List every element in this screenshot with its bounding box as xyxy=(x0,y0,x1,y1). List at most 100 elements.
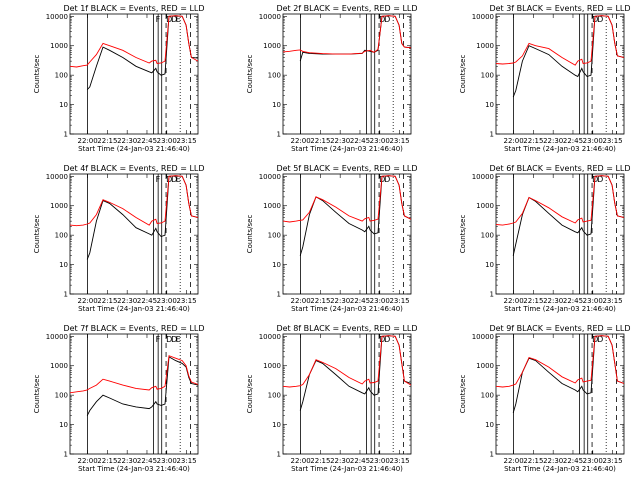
lld-series-line xyxy=(496,335,624,388)
y-tick-label: 1 xyxy=(277,291,281,299)
y-tick-label: 1000 xyxy=(263,42,281,50)
y-tick-label: 10 xyxy=(59,101,68,109)
y-axis-label: Counts/sec xyxy=(33,215,41,254)
y-tick-label: 100 xyxy=(55,392,68,400)
y-axis-label: Counts/sec xyxy=(33,375,41,414)
y-tick-label: 100 xyxy=(481,392,494,400)
x-tick-label: 22:00 xyxy=(290,457,310,465)
x-tick-label: 23:15 xyxy=(176,297,196,305)
interval-annotation: F xyxy=(156,15,161,24)
y-tick-label: 1000 xyxy=(50,202,68,210)
x-tick-label: 22:45 xyxy=(563,457,583,465)
y-tick-label: 10000 xyxy=(472,173,494,181)
panel-title: Det 5f BLACK = Events, RED = LLD xyxy=(276,164,417,173)
x-tick-label: 23:15 xyxy=(389,297,409,305)
y-tick-label: 10 xyxy=(485,101,494,109)
x-tick-label: 23:00 xyxy=(370,297,390,305)
interval-annotation: D xyxy=(166,15,172,24)
plot-frame xyxy=(69,13,199,135)
interval-annotation: D xyxy=(592,335,598,344)
x-tick-label: 22:30 xyxy=(330,297,350,305)
interval-annotation: D xyxy=(592,175,598,184)
y-tick-label: 1 xyxy=(64,131,68,139)
y-tick-label: 10 xyxy=(59,421,68,429)
y-tick-label: 100 xyxy=(268,232,281,240)
y-tick-label: 1 xyxy=(277,131,281,139)
x-tick-label: 22:15 xyxy=(97,137,117,145)
x-axis-label: Start Time (24-Jan-03 21:46:40) xyxy=(78,145,190,153)
events-series-line xyxy=(86,356,198,416)
y-tick-label: 100 xyxy=(55,232,68,240)
x-tick-label: 22:15 xyxy=(523,457,543,465)
interval-annotation: D xyxy=(597,335,603,344)
interval-annotation: D xyxy=(597,175,603,184)
panel-title: Det 2f BLACK = Events, RED = LLD xyxy=(276,4,417,13)
x-tick-label: 22:15 xyxy=(310,457,330,465)
x-tick-label: 22:30 xyxy=(117,457,137,465)
x-tick-label: 22:30 xyxy=(330,457,350,465)
x-tick-label: 22:00 xyxy=(290,137,310,145)
y-tick-label: 100 xyxy=(268,72,281,80)
y-tick-label: 100 xyxy=(55,72,68,80)
x-tick-label: 23:00 xyxy=(583,457,603,465)
plot-frame xyxy=(495,13,625,135)
y-tick-label: 10 xyxy=(485,261,494,269)
panel-title: Det 3f BLACK = Events, RED = LLD xyxy=(489,4,630,13)
x-axis-label: Start Time (24-Jan-03 21:46:40) xyxy=(78,465,190,473)
y-tick-label: 1000 xyxy=(476,362,494,370)
y-axis-label: Counts/sec xyxy=(459,215,467,254)
y-tick-label: 1000 xyxy=(263,202,281,210)
detector-panel-9: Det 9f BLACK = Events, RED = LLD 1 10 100 10… xyxy=(459,324,631,473)
x-tick-label: 22:30 xyxy=(543,457,563,465)
interval-annotation: D xyxy=(171,15,177,24)
y-axis-label: Counts/sec xyxy=(246,55,254,94)
lld-series-line xyxy=(70,355,198,394)
detector-panel-2: Det 2f BLACK = Events, RED = LLD 1 10 100 10… xyxy=(246,4,418,153)
y-tick-label: 10 xyxy=(59,261,68,269)
y-tick-label: 1 xyxy=(64,291,68,299)
interval-annotation: D xyxy=(171,175,177,184)
y-tick-label: 10000 xyxy=(46,173,68,181)
x-tick-label: 22:45 xyxy=(350,137,370,145)
plot-frame xyxy=(69,333,199,455)
y-axis-label: Counts/sec xyxy=(459,55,467,94)
events-series-line xyxy=(512,15,624,98)
x-tick-label: 22:30 xyxy=(543,297,563,305)
x-tick-label: 23:00 xyxy=(583,137,603,145)
events-series-line xyxy=(86,15,198,91)
x-tick-label: 22:45 xyxy=(563,137,583,145)
detector-panel-6: Det 6f BLACK = Events, RED = LLD 1 10 100 10… xyxy=(459,164,631,313)
x-tick-label: 22:45 xyxy=(350,297,370,305)
x-tick-label: 22:00 xyxy=(503,297,523,305)
x-tick-label: 23:00 xyxy=(370,457,390,465)
panel-title: Det 1f BLACK = Events, RED = LLD xyxy=(63,4,204,13)
x-tick-label: 23:15 xyxy=(389,457,409,465)
events-series-line xyxy=(512,335,624,414)
plot-frame xyxy=(282,333,412,455)
y-tick-label: 10000 xyxy=(259,333,281,341)
events-series-line xyxy=(299,15,411,62)
lld-series-line xyxy=(70,15,198,68)
x-tick-label: 23:00 xyxy=(157,137,177,145)
detector-panel-3: Det 3f BLACK = Events, RED = LLD 1 10 100 10… xyxy=(459,4,631,153)
x-tick-label: 23:00 xyxy=(583,297,603,305)
y-tick-label: 10000 xyxy=(259,13,281,21)
x-axis-label: Start Time (24-Jan-03 21:46:40) xyxy=(291,305,403,313)
detector-panel-7: Det 7f BLACK = Events, RED = LLD 1 10 100 10… xyxy=(33,324,205,473)
x-axis-label: Start Time (24-Jan-03 21:46:40) xyxy=(78,305,190,313)
x-tick-label: 23:15 xyxy=(176,137,196,145)
y-tick-label: 10000 xyxy=(46,13,68,21)
detector-panel-5: Det 5f BLACK = Events, RED = LLD 1 10 100 10… xyxy=(246,164,418,313)
x-tick-label: 22:45 xyxy=(137,137,157,145)
lld-series-line xyxy=(283,175,411,223)
y-tick-label: 1000 xyxy=(476,202,494,210)
y-tick-label: 10 xyxy=(485,421,494,429)
x-tick-label: 22:15 xyxy=(97,297,117,305)
interval-annotation: D xyxy=(379,15,385,24)
x-tick-label: 22:45 xyxy=(137,297,157,305)
y-tick-label: 10000 xyxy=(259,173,281,181)
x-tick-label: 22:45 xyxy=(350,457,370,465)
interval-annotation: D xyxy=(384,335,390,344)
y-tick-label: 10 xyxy=(272,421,281,429)
y-tick-label: 1000 xyxy=(50,42,68,50)
